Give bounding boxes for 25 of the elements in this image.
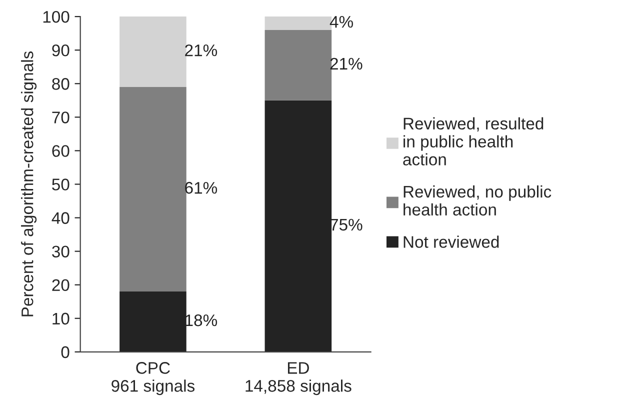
y-tick-label: 100 <box>43 10 70 23</box>
y-tick-label: 70 <box>52 112 70 124</box>
x-tick-label: ED 14,858 signals <box>246 362 352 396</box>
y-tick-label: 60 <box>52 145 70 157</box>
y-tick-label: 10 <box>52 312 70 325</box>
y-tick-label: 80 <box>52 78 70 90</box>
legend-label: Reviewed, no public health action <box>404 185 552 216</box>
data-label: 4% <box>330 16 353 28</box>
bar <box>120 86 186 292</box>
data-label: 21% <box>185 44 218 56</box>
y-tick-label: 40 <box>52 212 70 224</box>
x-tick-label: CPC 961 signals <box>112 362 195 396</box>
y-axis-title: Percent of algorithm-created signals <box>21 51 37 316</box>
y-tick-label: 90 <box>52 44 70 56</box>
bar <box>120 16 186 87</box>
legend-label: Not reviewed <box>404 236 499 248</box>
y-tick-label: 20 <box>52 279 70 292</box>
legend-label: Reviewed, resulted in public health action <box>403 117 544 166</box>
bar <box>264 100 332 352</box>
bar <box>120 292 186 352</box>
y-tick-label: 50 <box>52 178 70 190</box>
bar <box>264 30 332 100</box>
y-tick-label: 30 <box>52 246 70 258</box>
y-tick-label: 0 <box>61 346 70 358</box>
data-label: 75% <box>330 218 362 231</box>
